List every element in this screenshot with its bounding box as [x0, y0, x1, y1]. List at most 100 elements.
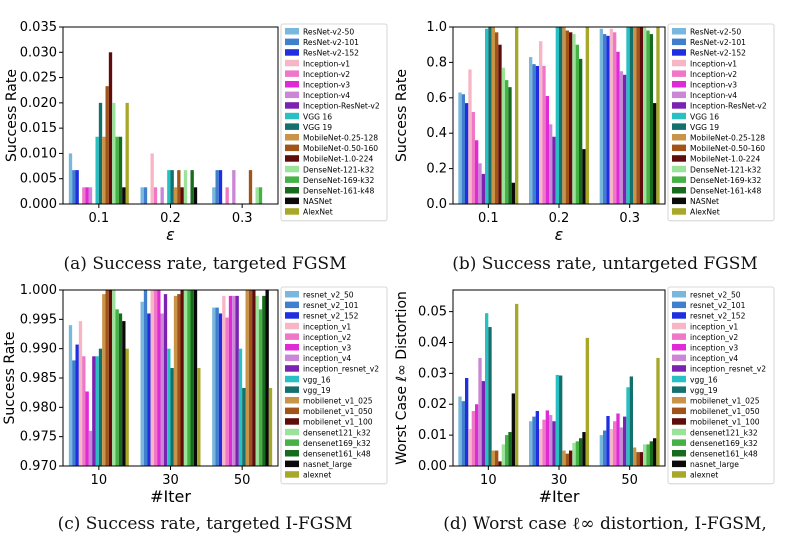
bar-resnet-v2-50-0.2: [140, 187, 144, 204]
legend-swatch-alexnet: [285, 208, 299, 215]
bar-inception-v3-0.1: [475, 140, 479, 204]
y-tick-label: 0.8: [426, 55, 447, 70]
legend-label-inception-v4: Inception-v4: [690, 91, 737, 100]
bar-inception-v4-10: [88, 430, 93, 466]
bar-mobilenet-v1-100-50: [639, 452, 643, 466]
bar-resnet-v2-101-0.1: [461, 94, 465, 204]
bar-inception-v2-0.1: [82, 187, 86, 204]
y-tick-label: 0.020: [20, 96, 57, 111]
legend-swatch-vgg-19: [672, 123, 686, 130]
bar-mobilenet-0-50-160-0.3: [248, 170, 253, 204]
bar-resnet-v2-152-0.1: [465, 103, 469, 204]
legend-label-inception-v2: inception_v2: [303, 333, 351, 342]
legend-label-inception-v2: inception_v2: [690, 333, 738, 342]
x-tick-label: 50: [621, 473, 638, 488]
x-axis-label: #Iter: [150, 487, 191, 506]
legend-swatch-inception-v2: [672, 333, 686, 340]
legend-label-inception-v4: inception_v4: [303, 354, 351, 363]
y-tick-label: 0.015: [20, 121, 57, 136]
bar-mobilenet-v1-100-10: [108, 290, 113, 466]
legend-label-inception-v3: inception_v3: [690, 344, 738, 353]
legend-swatch-inception-v4: [285, 91, 299, 99]
bar-inception-resnet-v2-10: [92, 356, 96, 466]
bar-vgg-19-50: [629, 376, 633, 466]
y-tick-label: 0.2: [426, 162, 447, 177]
bar-nasnet-0.3: [653, 103, 657, 204]
bar-vgg-19-50: [242, 387, 246, 466]
bar-vgg-16-30: [555, 374, 559, 466]
legend-swatch-vgg-16: [285, 375, 299, 383]
bar-mobilenet-0-50-160-0.2: [565, 30, 569, 204]
legend-swatch-nasnet-large: [285, 460, 299, 468]
caption-b: (b) Success rate, untargeted FGSM: [452, 254, 758, 274]
y-tick-label: 0.005: [20, 172, 57, 187]
legend-label-alexnet: AlexNet: [690, 208, 720, 217]
bar-resnet-v2-152-30: [535, 411, 539, 466]
legend-swatch-nasnet-large: [672, 460, 686, 468]
bar-densenet-161-k48-0.2: [190, 170, 194, 204]
legend-swatch-inception-resnet-v2: [285, 102, 299, 109]
legend-label-densenet169-k32: densenet169_k32: [303, 439, 371, 448]
bar-inception-v2-10: [471, 411, 475, 466]
bar-nasnet-0.2: [582, 149, 586, 204]
legend-label-inception-v1: inception_v1: [303, 322, 351, 331]
bar-densenet169-k32-10: [115, 309, 119, 466]
legend-label-alexnet: alexnet: [690, 471, 718, 480]
bar-alexnet-50: [268, 387, 273, 466]
legend-label-nasnet: NASNet: [303, 197, 332, 206]
bar-densenet161-k48-30: [579, 438, 583, 466]
legend-swatch-resnet-v2-101: [672, 38, 686, 46]
bar-densenet161-k48-50: [649, 441, 653, 466]
caption-d: (d) Worst case ℓ∞ distortion, I-FGSM,: [443, 514, 767, 534]
bar-mobilenet-0-25-128-0.2: [562, 27, 566, 204]
x-axis-label: ε: [555, 225, 564, 244]
x-tick-label: 0.2: [160, 211, 181, 226]
legend-swatch-vgg-16: [672, 112, 686, 120]
bar-mobilenet-1-0-224-0.1: [498, 44, 502, 205]
bar-vgg-19-0.1: [98, 102, 103, 204]
y-tick-label: 0.990: [20, 342, 57, 357]
legend-label-vgg-16: vgg_16: [690, 375, 718, 384]
y-tick-label: 0.01: [418, 428, 447, 443]
legend-label-inception-v1: Inception-v1: [690, 59, 737, 68]
bar-resnet-v2-50-0.2: [529, 57, 533, 205]
legend-label-densenet-121-k32: DenseNet-121-k32: [690, 165, 761, 174]
legend-swatch-resnet-v2-50: [285, 28, 299, 35]
y-tick-label: 0.03: [418, 366, 447, 381]
x-tick-label: 10: [480, 473, 497, 488]
legend-label-vgg-19: vgg_19: [690, 386, 718, 395]
bar-vgg-16-10: [95, 356, 99, 466]
legend-swatch-inception-v4: [672, 354, 686, 362]
bar-resnet-v2-101-10: [72, 360, 76, 466]
bar-vgg-19-0.2: [170, 170, 174, 204]
legend-label-resnet-v2-152: resnet_v2_152: [690, 312, 746, 321]
bar-inception-v2-50: [225, 317, 229, 466]
legend-label-nasnet-large: nasnet_large: [303, 460, 352, 469]
bar-resnet-v2-152-0.3: [218, 170, 223, 204]
bar-densenet-169-k32-0.3: [258, 187, 263, 204]
y-tick-label: 0.05: [418, 305, 447, 320]
bar-inception-v4-0.1: [88, 187, 93, 204]
y-tick-label: 0.030: [20, 45, 57, 60]
legend-label-inception-v4: inception_v4: [690, 354, 738, 363]
bar-mobilenet-v1-025-10: [102, 294, 106, 466]
bar-mobilenet-v1-050-30: [177, 294, 181, 466]
x-axis-label: ε: [166, 225, 175, 244]
bar-inception-v1-30: [150, 290, 154, 466]
legend-label-vgg-16: vgg_16: [303, 375, 331, 384]
bar-resnet-v2-50-0.1: [458, 92, 462, 204]
y-tick-label: 0.025: [20, 71, 57, 86]
legend-swatch-vgg-16: [285, 112, 299, 120]
legend-label-resnet-v2-152: resnet_v2_152: [303, 312, 359, 321]
bar-densenet-121-k32-0.3: [643, 27, 647, 204]
legend-label-vgg-16: VGG 16: [303, 112, 332, 121]
bar-mobilenet-0-25-128-0.1: [491, 27, 495, 204]
y-tick-label: 0.0: [426, 197, 447, 212]
legend-label-resnet-v2-101: ResNet-v2-101: [303, 38, 359, 47]
bar-resnet-v2-152-0.1: [75, 170, 79, 204]
bar-inception-v3-0.3: [616, 51, 620, 204]
legend-label-densenet-161-k48: DenseNet-161-k48: [303, 187, 374, 196]
bar-densenet161-k48-10: [118, 313, 123, 466]
y-tick-label: 0.4: [426, 126, 447, 141]
legend-swatch-vgg-16: [672, 375, 686, 383]
